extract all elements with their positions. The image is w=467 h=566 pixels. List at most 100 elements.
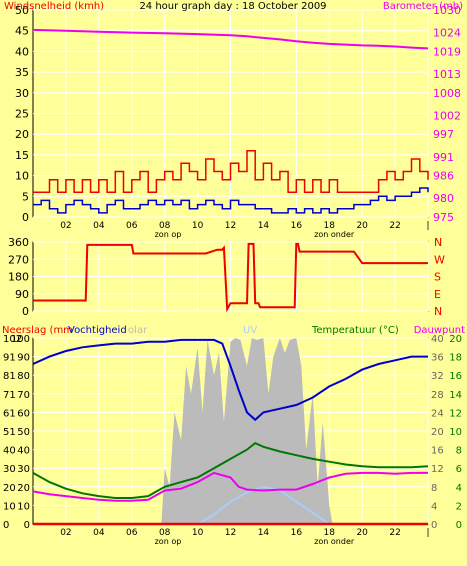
wind-x-tick: 18: [324, 221, 336, 231]
wind-right-tick: 1030: [433, 4, 461, 17]
rain-axis-tick: 20: [3, 483, 16, 494]
wind-x-tick: 16: [291, 221, 303, 231]
humidity-axis-tick: 60: [17, 408, 30, 419]
rain-axis-label: Neerslag (mm: [2, 325, 73, 336]
temp-axis-tick: 14: [449, 390, 462, 401]
uv-axis-tick: 32: [431, 371, 444, 382]
temp-axis-tick: 0: [456, 520, 462, 531]
humidity-axis-tick: 20: [17, 483, 30, 494]
humidity-axis-tick: 80: [17, 371, 30, 382]
wind-left-tick: 25: [15, 108, 29, 121]
wind-left-tick: 30: [15, 87, 29, 100]
wind-x-tick: 10: [192, 221, 204, 231]
wind-left-tick: 10: [15, 170, 29, 183]
wind-x-tick: 14: [258, 221, 270, 231]
direction-compass-label: N: [434, 236, 442, 249]
rain-axis-tick: 81: [3, 371, 16, 382]
wind-left-tick: 50: [15, 4, 29, 17]
humidity-axis-tick: 70: [17, 390, 30, 401]
combo-x-tick: 08: [159, 528, 171, 538]
temp-series-line: [32, 441, 429, 499]
combo-x-tick: 10: [192, 528, 204, 538]
combo-x-tick: 02: [60, 528, 71, 538]
wind-left-tick: 5: [22, 190, 29, 203]
combo-x-tick: 16: [291, 528, 303, 538]
wind-right-tick: 1002: [433, 109, 461, 122]
rain-axis-tick: 40: [3, 446, 16, 457]
uv-axis-tick: 24: [431, 408, 444, 419]
rain-axis-tick: 71: [3, 390, 16, 401]
combo-x-tick: 12: [225, 528, 236, 538]
combo-x-tick: |: [426, 528, 429, 538]
combo-x-tick: 14: [258, 528, 270, 538]
combo-x-tick: 22: [389, 528, 400, 538]
combo-x-tick: 20: [356, 528, 368, 538]
humidity-axis-tick: 50: [17, 427, 30, 438]
rain-axis-tick: 30: [3, 464, 16, 475]
combo-x-tick: 04: [93, 528, 105, 538]
wind-left-tick: 40: [15, 45, 29, 58]
humidity-axis-tick: 40: [17, 446, 30, 457]
wind-right-tick: 991: [433, 151, 454, 164]
baro-right-axis-label: Barometer (mb): [383, 1, 463, 12]
wind-x-annotation: zon onder: [314, 230, 355, 239]
wind-x-tick: 22: [389, 221, 400, 231]
wind-left-tick: 0: [22, 211, 29, 224]
humidity-series-line: [32, 338, 428, 422]
uv-axis-tick: 28: [431, 390, 444, 401]
chart-title: 24 hour graph day : 18 October 2009: [139, 1, 326, 12]
humidity-axis-tick: 90: [17, 353, 30, 364]
uv-axis-tick: 20: [431, 427, 444, 438]
wind-x-tick: |: [426, 221, 429, 231]
wind-left-tick: 15: [15, 149, 29, 162]
uv-axis-tick: 8: [431, 483, 437, 494]
combo-x-tick: 06: [126, 528, 138, 538]
wind-left-axis-label: Windsnelheid (kmh): [4, 1, 104, 12]
wind-right-tick: 1013: [433, 68, 461, 81]
wind-left-tick: 35: [15, 66, 29, 79]
dewpoint-axis-label: Dauwpunt: [414, 325, 465, 336]
wind-right-tick: 997: [433, 128, 454, 141]
uv-series-line: [197, 485, 330, 525]
direction-compass-label: N: [434, 305, 442, 318]
rain-axis-tick: 51: [3, 427, 16, 438]
temp-axis-tick: 20: [449, 334, 462, 345]
temp-axis-tick: 4: [456, 483, 462, 494]
wind-x-tick: 20: [356, 221, 368, 231]
temp-axis-tick: 10: [449, 427, 462, 438]
uv-axis-tick: 0: [431, 520, 437, 531]
gust-series-line: [33, 150, 429, 193]
rain-axis-tick: 61: [3, 408, 16, 419]
wind-right-tick: 986: [433, 170, 454, 183]
wind-x-annotation: zon op: [155, 230, 182, 239]
uv-axis-tick: 4: [431, 501, 437, 512]
humidity-axis-tick: 0: [24, 520, 30, 531]
wind-right-tick: 980: [433, 192, 454, 205]
wind-left-tick: 20: [15, 128, 29, 141]
wind-left-tick: 45: [15, 25, 29, 38]
solar-axis-label: olar: [128, 325, 148, 336]
humidity-axis-tick: 100: [11, 334, 30, 345]
direction-left-tick: 270: [8, 253, 29, 266]
wind-x-tick: 02: [60, 221, 71, 231]
rain-axis-tick: 102: [3, 334, 22, 345]
direction-compass-label: W: [434, 253, 445, 266]
temp-axis-tick: 18: [449, 353, 462, 364]
wind-right-tick: 1024: [433, 27, 461, 40]
combo-x-tick: 18: [324, 528, 336, 538]
temp-axis-tick: 8: [456, 446, 462, 457]
combo-x-annotation: zon op: [155, 537, 182, 546]
wind-right-tick: 1008: [433, 87, 461, 100]
wind-x-tick: 06: [126, 221, 138, 231]
temp-axis-tick: 16: [449, 371, 462, 382]
rain-axis-tick: 0: [3, 520, 9, 531]
direction-left-tick: 360: [8, 236, 29, 249]
direction-left-tick: 90: [15, 288, 29, 301]
humidity-axis-tick: 10: [17, 501, 30, 512]
direction-left-tick: 180: [8, 271, 29, 284]
temp-axis-tick: 6: [456, 464, 462, 475]
dew-series-line: [32, 471, 428, 502]
wind-x-tick: 04: [93, 221, 105, 231]
